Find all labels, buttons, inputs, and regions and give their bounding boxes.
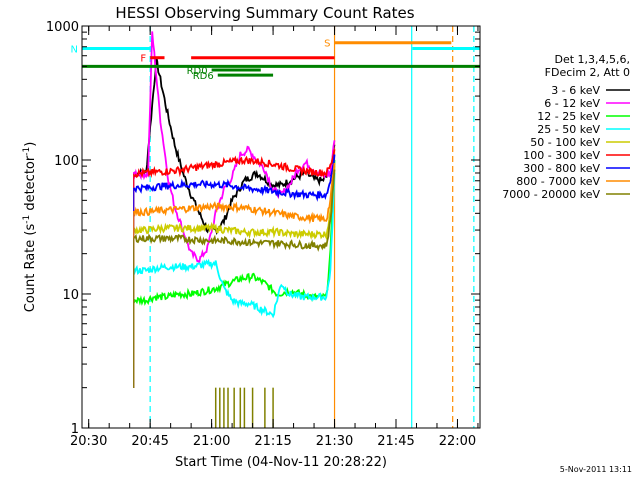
x-tick-label: 20:45 [131,434,168,449]
y-tick-label: 100 [54,154,79,169]
x-tick-label: 21:45 [377,434,414,449]
legend-label: 6 - 12 keV [544,97,600,110]
x-tick-label: 22:00 [439,434,476,449]
legend-title-line1: Det 1,3,4,5,6, [554,53,630,66]
series-line [133,169,336,252]
plot-frame [81,25,481,429]
flag-label: RD6 [193,71,214,82]
x-axis-label: Start Time (04-Nov-11 20:28:22) [175,455,387,470]
legend-label: 12 - 25 keV [537,110,600,123]
series-line [132,159,336,306]
series-line [133,149,336,179]
flag-label: N [71,44,78,55]
legend-label: 3 - 6 keV [551,84,600,97]
y-axis-label: Count Rate (s-1 detector-1) [22,142,38,313]
y-tick-label: 1000 [46,20,79,35]
legend-label: 7000 - 20000 keV [502,188,600,201]
y-tick-label: 1 [71,422,79,437]
chart-title: HESSI Observing Summary Count Rates [115,4,414,22]
x-axis-ticks: 20:30 20:45 21:00 21:15 21:30 21:45 22:00 [70,26,479,449]
flag-label: RD0 [187,66,208,77]
x-tick-label: 20:30 [70,434,107,449]
legend: Det 1,3,4,5,6, FDecim 2, Att 0 3 - 6 keV… [502,53,630,201]
flag-label: S [324,39,330,50]
series-line [133,154,336,202]
series-line [133,166,336,241]
y-tick-label: 10 [62,288,79,303]
x-tick-label: 21:00 [193,434,230,449]
legend-title-line2: FDecim 2, Att 0 [545,66,630,79]
legend-label: 100 - 300 keV [523,149,600,162]
flag-label: F [140,54,146,65]
legend-label: 800 - 7000 keV [516,175,600,188]
footer-date: 5-Nov-2011 13:11 [560,465,632,474]
legend-label: 300 - 800 keV [523,162,600,175]
series-line [132,162,336,225]
legend-label: 25 - 50 keV [537,123,600,136]
x-tick-label: 21:30 [316,434,353,449]
legend-label: 50 - 100 keV [530,136,600,149]
y-axis-ticks: 1 10 100 1000 [46,20,480,437]
x-tick-label: 21:15 [254,434,291,449]
series-line [132,172,336,319]
